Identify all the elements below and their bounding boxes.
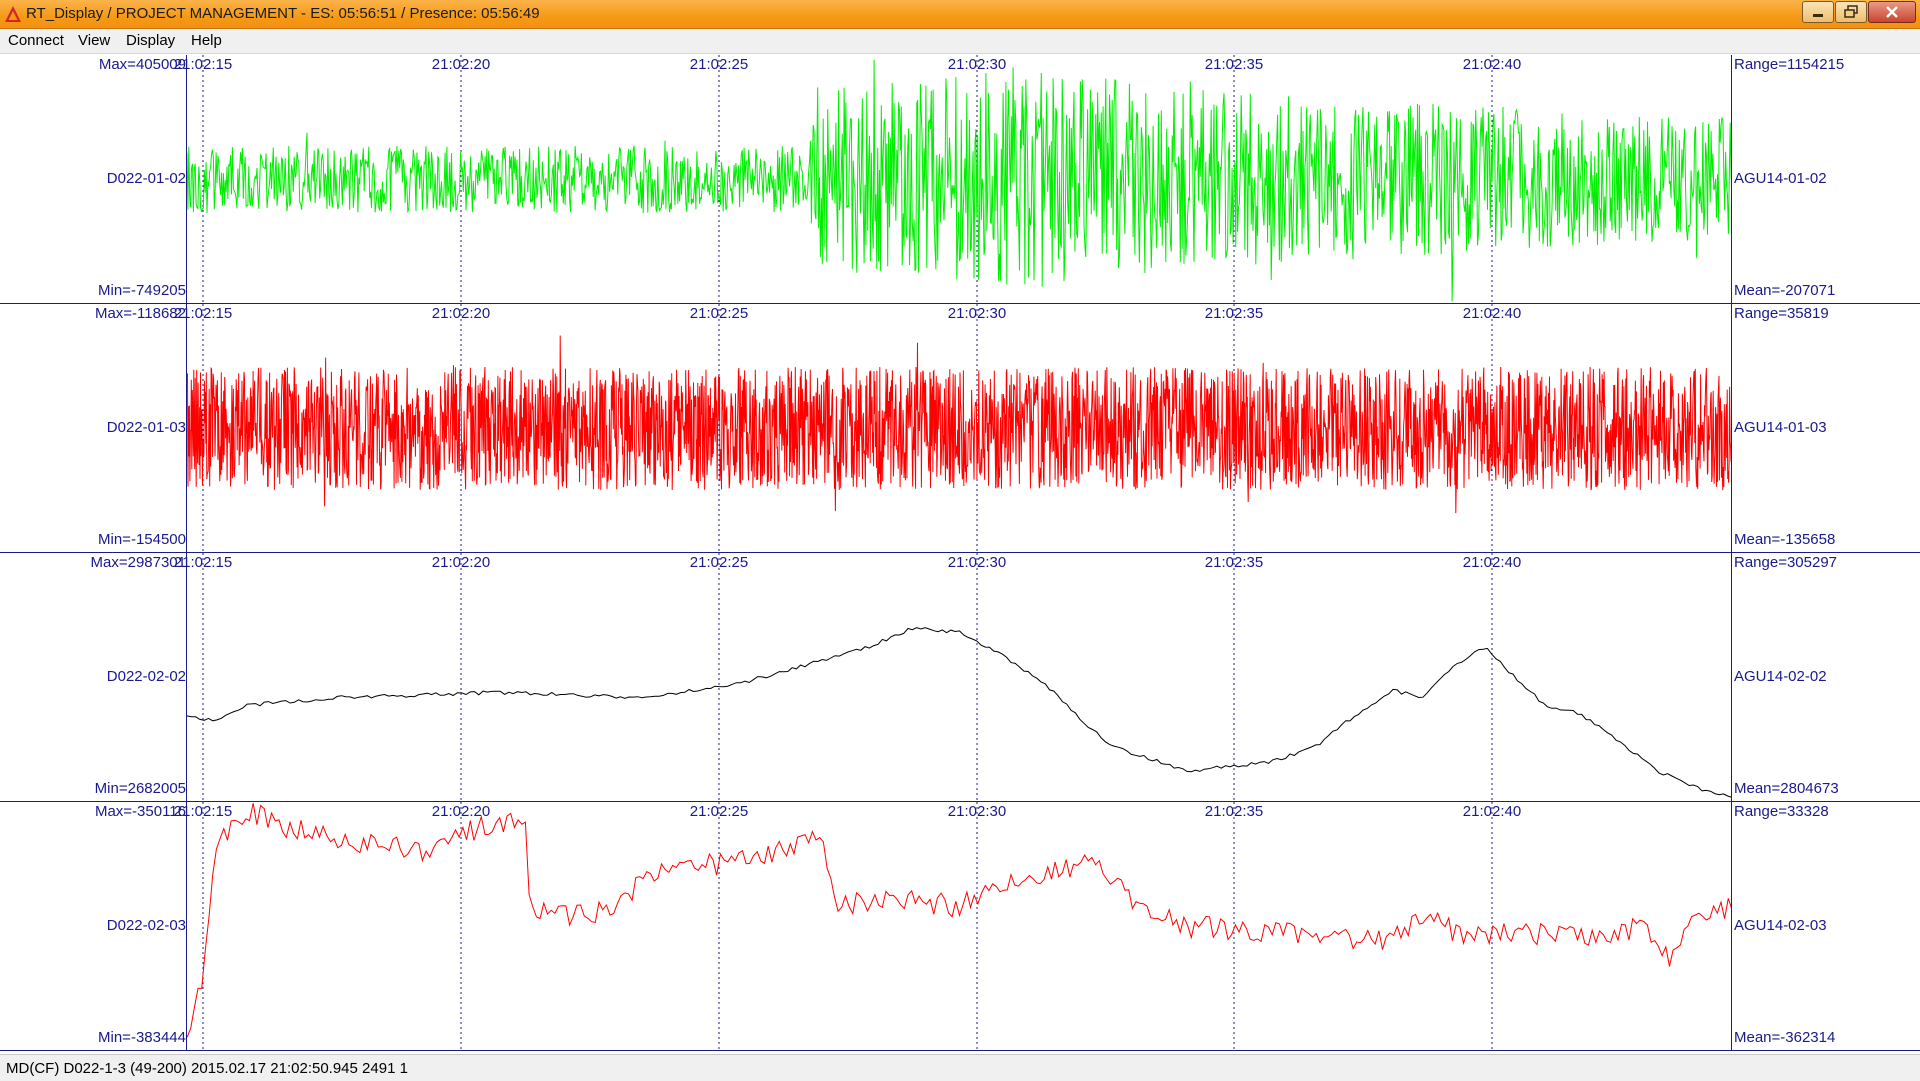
mean-label: Mean=-207071 [1734,282,1836,299]
window-title: RT_Display / PROJECT MANAGEMENT - ES: 05… [26,5,540,22]
waveform-trace [187,803,1732,1038]
plot-right-border [1731,55,1732,304]
time-tick-label: 21:02:25 [689,305,749,322]
mean-label: Mean=2804673 [1734,780,1839,797]
plot-area[interactable]: 21:02:15 21:02:20 21:02:25 21:02:30 21:02:35… [174,55,1732,304]
max-label: Max=-350116 [94,803,186,820]
time-tick-label: 21:02:30 [947,56,1007,73]
time-tick-label: 21:02:40 [1462,305,1522,322]
waveform-trace [187,335,1732,514]
waveform-panel[interactable]: Max=-350116 D022-02-03 Min=-383444 Range=33… [0,802,1920,1051]
max-label: Max=405009 [98,56,186,73]
panel-divider [0,801,1920,802]
waveform-chart [187,553,1732,802]
restore-icon [1844,5,1858,18]
time-tick-label: 21:02:35 [1204,803,1264,820]
channel-label: D022-01-03 [106,418,186,436]
close-button[interactable] [1868,1,1916,23]
time-tick-label: 21:02:30 [947,803,1007,820]
station-label: AGU14-02-03 [1734,916,1827,934]
time-tick-label: 21:02:25 [689,803,749,820]
range-label: Range=33328 [1734,803,1829,820]
range-label: Range=35819 [1734,305,1829,322]
plot-area[interactable]: 21:02:15 21:02:20 21:02:25 21:02:30 21:02:35… [174,802,1732,1051]
plot-left-border [186,553,187,802]
close-icon [1886,6,1898,18]
waveform-panels: Max=405009 D022-01-02 Min=-749205 Range=115… [0,55,1920,1053]
menu-help[interactable]: Help [191,32,222,49]
status-bar: MD(CF) D022-1-3 (49-200) 2015.02.17 21:0… [0,1054,1920,1081]
time-tick-label: 21:02:35 [1204,305,1264,322]
plot-right-border [1731,802,1732,1051]
time-tick-label: 21:02:15 [173,554,233,571]
channel-label: D022-02-02 [106,667,186,685]
time-tick-label: 21:02:35 [1204,56,1264,73]
range-label: Range=1154215 [1734,56,1845,73]
panel-divider [0,1050,1920,1051]
max-label: Max=2987301 [90,554,187,571]
menu-connect[interactable]: Connect [8,32,64,49]
plot-area[interactable]: 21:02:15 21:02:20 21:02:25 21:02:30 21:02:35… [174,304,1732,553]
minimize-icon [1813,14,1823,17]
time-tick-label: 21:02:40 [1462,554,1522,571]
menu-bar: Connect View Display Help [0,29,1920,54]
min-label: Min=-749205 [98,282,186,299]
plot-right-border [1731,553,1732,802]
waveform-panel[interactable]: Max=405009 D022-01-02 Min=-749205 Range=115… [0,55,1920,304]
min-label: Min=2682005 [94,780,186,797]
max-label: Max=-118682 [94,305,186,322]
time-tick-label: 21:02:15 [173,803,233,820]
waveform-chart [187,55,1732,304]
window-controls [1801,1,1916,23]
channel-label: D022-02-03 [106,916,186,934]
plot-left-border [186,55,187,304]
waveform-panel[interactable]: Max=-118682 D022-01-03 Min=-154500 Range=35… [0,304,1920,553]
time-tick-label: 21:02:30 [947,554,1007,571]
channel-label: D022-01-02 [106,169,186,187]
min-label: Min=-383444 [98,1029,186,1046]
panel-divider [0,552,1920,553]
time-tick-label: 21:02:35 [1204,554,1264,571]
maximize-button[interactable] [1835,1,1867,23]
plot-left-border [186,304,187,553]
mean-label: Mean=-135658 [1734,531,1836,548]
panel-divider [0,303,1920,304]
station-label: AGU14-02-02 [1734,667,1827,685]
range-label: Range=305297 [1734,554,1838,571]
time-tick-label: 21:02:25 [689,56,749,73]
waveform-trace [187,627,1732,798]
waveform-chart [187,802,1732,1051]
time-tick-label: 21:02:30 [947,305,1007,322]
waveform-chart [187,304,1732,553]
waveform-trace [187,59,1732,302]
min-label: Min=-154500 [98,531,186,548]
waveform-panel[interactable]: Max=2987301 D022-02-02 Min=2682005 Range=30… [0,553,1920,802]
app-logo-icon [5,6,21,22]
plot-left-border [186,802,187,1051]
time-tick-label: 21:02:40 [1462,803,1522,820]
mean-label: Mean=-362314 [1734,1029,1836,1046]
time-tick-label: 21:02:15 [173,56,233,73]
time-tick-label: 21:02:20 [431,305,491,322]
time-tick-label: 21:02:20 [431,56,491,73]
time-tick-label: 21:02:15 [173,305,233,322]
plot-area[interactable]: 21:02:15 21:02:20 21:02:25 21:02:30 21:02:35… [174,553,1732,802]
title-bar[interactable]: RT_Display / PROJECT MANAGEMENT - ES: 05… [0,0,1920,29]
station-label: AGU14-01-02 [1734,169,1827,187]
status-text: MD(CF) D022-1-3 (49-200) 2015.02.17 21:0… [6,1060,408,1077]
menu-view[interactable]: View [78,32,111,49]
plot-right-border [1731,304,1732,553]
time-tick-label: 21:02:20 [431,803,491,820]
time-tick-label: 21:02:20 [431,554,491,571]
minimize-button[interactable] [1802,1,1834,23]
time-tick-label: 21:02:25 [689,554,749,571]
station-label: AGU14-01-03 [1734,418,1827,436]
menu-display[interactable]: Display [126,32,176,49]
time-tick-label: 21:02:40 [1462,56,1522,73]
